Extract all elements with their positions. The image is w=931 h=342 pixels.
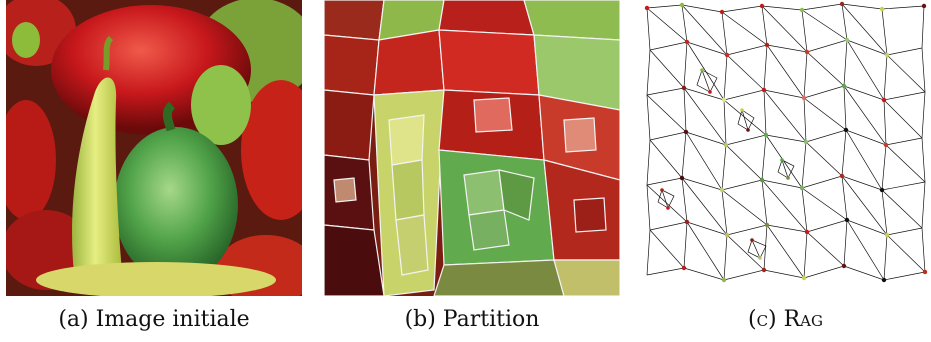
panel-image-initiale xyxy=(6,0,302,296)
panel-rag xyxy=(642,0,929,296)
pepper-photo xyxy=(6,0,302,296)
caption-partition: (b) Partition xyxy=(404,307,540,332)
segmentation-map xyxy=(324,0,620,296)
caption-rag: (c) Rag xyxy=(747,307,823,332)
caption-image-initiale: (a) Image initiale xyxy=(58,307,250,332)
panel-partition xyxy=(324,0,620,296)
region-adjacency-graph xyxy=(642,0,929,296)
